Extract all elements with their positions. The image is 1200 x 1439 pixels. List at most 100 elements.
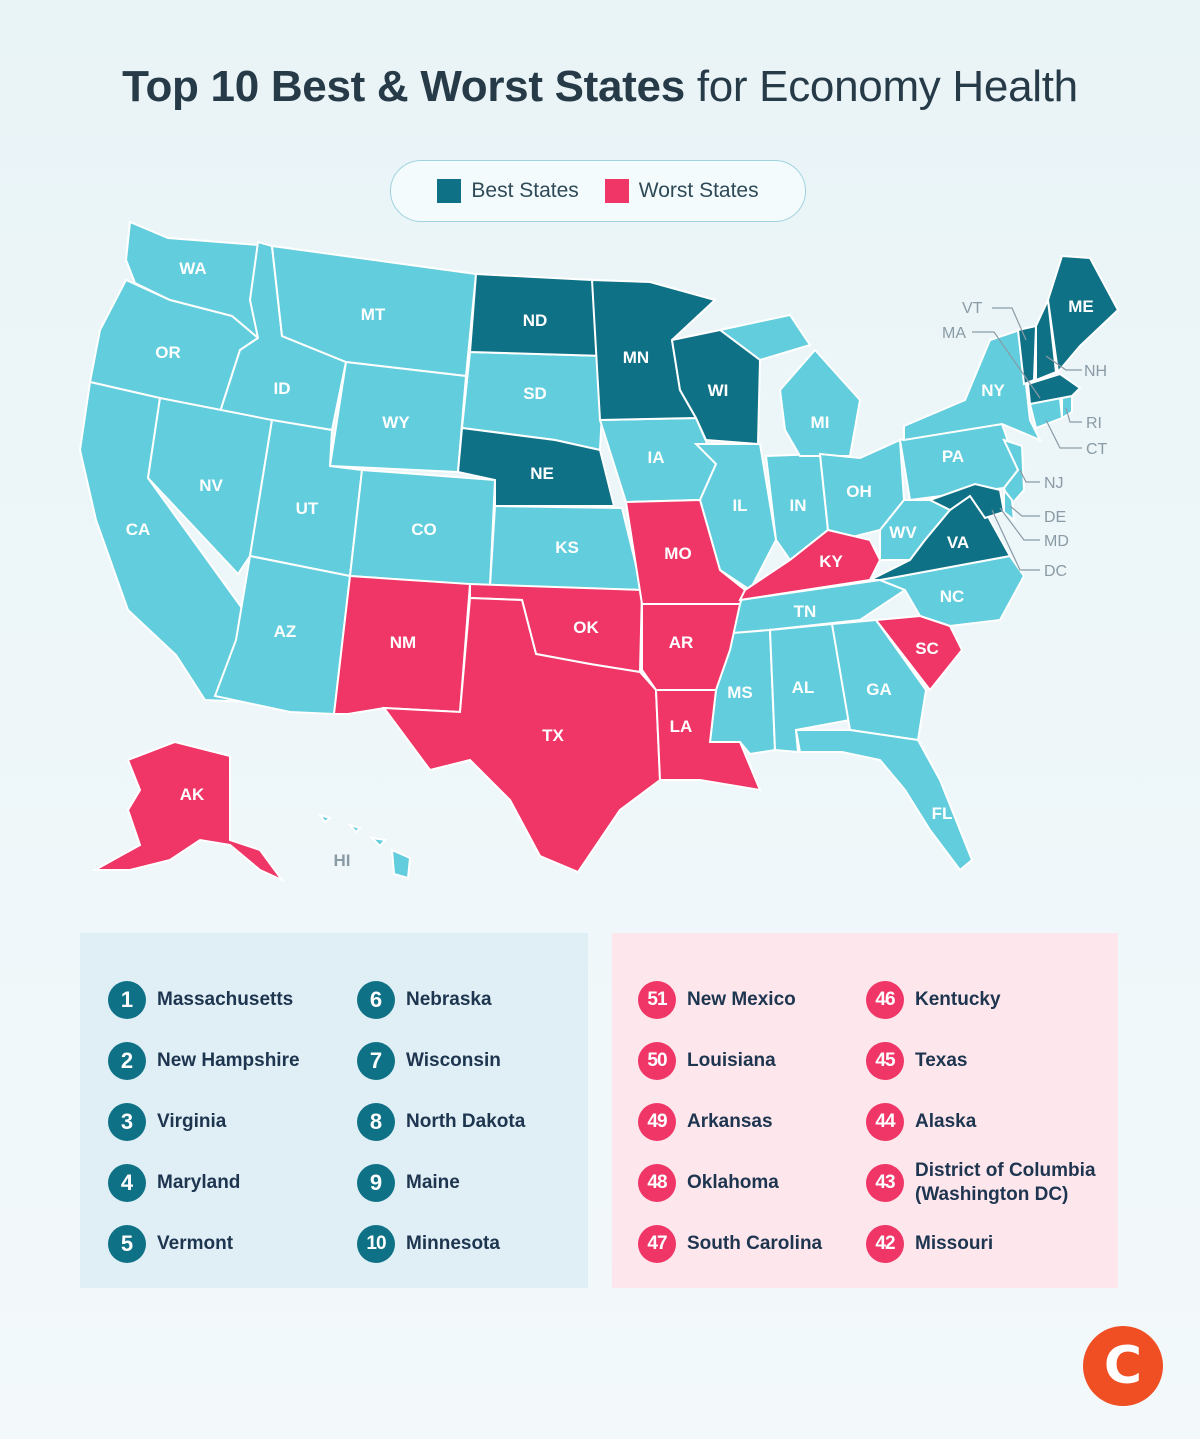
- rank-badge: 51: [638, 980, 676, 1019]
- worst-col-2: 46 Kentucky 45 Texas 44 Alaska 43 District o…: [866, 969, 1115, 1274]
- list-item: 10 Minnesota: [357, 1213, 525, 1274]
- state-sc[interactable]: [874, 614, 964, 692]
- rank-badge: 43: [866, 1163, 904, 1202]
- state-ma[interactable]: [1026, 372, 1082, 406]
- list-item: 7 Wisconsin: [357, 1030, 525, 1091]
- list-item: 5 Vermont: [108, 1213, 300, 1274]
- state-labels: WA OR CA ID NV MT WY UT AZ CO NM ND SD N…: [126, 259, 1094, 870]
- best-states-panel: 1 Massachusetts 2 New Hampshire 3 Virginia …: [80, 933, 588, 1288]
- callout-md: MD: [1044, 533, 1069, 550]
- label-wy: WY: [382, 413, 410, 432]
- label-or: OR: [155, 343, 181, 362]
- state-name: Vermont: [157, 1232, 234, 1254]
- list-item: 9 Maine: [357, 1152, 525, 1213]
- rank-badge: 6: [357, 980, 395, 1019]
- label-ia: IA: [648, 448, 665, 467]
- state-hi[interactable]: [317, 813, 412, 880]
- rank-badge: 5: [108, 1224, 146, 1263]
- label-ky: KY: [819, 552, 843, 571]
- callout-nh: NH: [1084, 363, 1107, 380]
- title-regular: for Economy Health: [696, 62, 1078, 111]
- state-name: Kentucky: [915, 988, 1001, 1010]
- label-al: AL: [792, 678, 815, 697]
- title-bold: Top 10 Best & Worst States: [122, 62, 685, 111]
- list-item: 45 Texas: [866, 1030, 1115, 1091]
- state-name: Louisiana: [687, 1049, 776, 1071]
- rank-badge: 7: [357, 1041, 395, 1080]
- label-oh: OH: [846, 482, 872, 501]
- rank-badge: 42: [866, 1224, 904, 1263]
- state-ri[interactable]: [1061, 394, 1073, 420]
- state-fl[interactable]: [794, 729, 974, 872]
- label-pa: PA: [942, 447, 964, 466]
- label-mi: MI: [811, 413, 830, 432]
- label-ak: AK: [180, 785, 205, 804]
- state-name: Oklahoma: [687, 1171, 779, 1193]
- state-name: Missouri: [915, 1232, 994, 1254]
- rank-badge: 44: [866, 1102, 904, 1141]
- state-ky[interactable]: [738, 528, 882, 602]
- callout-ri: RI: [1086, 415, 1102, 432]
- label-in: IN: [790, 496, 807, 515]
- state-tx[interactable]: [381, 596, 662, 874]
- list-item: 4 Maryland: [108, 1152, 300, 1213]
- legend-best-swatch: [437, 179, 462, 203]
- legend-worst-swatch: [604, 179, 629, 203]
- map-legend: Best States Worst States: [390, 160, 806, 222]
- label-mo: MO: [664, 544, 691, 563]
- rank-badge: 45: [866, 1041, 904, 1080]
- callout-ct: CT: [1086, 441, 1108, 458]
- state-ga[interactable]: [830, 618, 928, 742]
- state-wi[interactable]: [670, 328, 762, 446]
- state-ne[interactable]: [456, 426, 616, 507]
- rank-badge: 2: [108, 1041, 146, 1080]
- legend-best: Best States: [437, 179, 579, 203]
- list-item: 48 Oklahoma: [638, 1152, 822, 1213]
- callout-dc: DC: [1044, 563, 1067, 580]
- label-ut: UT: [296, 499, 319, 518]
- legend-worst-label: Worst States: [638, 179, 759, 202]
- state-name: New Hampshire: [157, 1049, 300, 1071]
- rank-badge: 10: [357, 1224, 395, 1263]
- label-sd: SD: [523, 384, 547, 403]
- label-wi: WI: [708, 381, 729, 400]
- list-item: 50 Louisiana: [638, 1030, 822, 1091]
- us-map: WA OR CA ID NV MT WY UT AZ CO NM ND SD N…: [78, 220, 1120, 883]
- state-name: Alaska: [915, 1110, 977, 1132]
- state-vt[interactable]: [1016, 324, 1038, 386]
- state-me[interactable]: [1046, 254, 1120, 375]
- state-nv[interactable]: [146, 396, 274, 576]
- state-name: Arkansas: [687, 1110, 773, 1132]
- list-item: 42 Missouri: [866, 1213, 1115, 1274]
- state-ny[interactable]: [903, 328, 1043, 442]
- label-va: VA: [947, 533, 969, 552]
- state-name: Maine: [406, 1171, 460, 1193]
- label-nm: NM: [390, 633, 416, 652]
- rank-badge: 4: [108, 1163, 146, 1202]
- list-item: 46 Kentucky: [866, 969, 1115, 1030]
- state-name: North Dakota: [406, 1110, 526, 1132]
- callout-lines: [972, 307, 1082, 571]
- list-item: 6 Nebraska: [357, 969, 525, 1030]
- label-wv: WV: [889, 523, 917, 542]
- list-item: 1 Massachusetts: [108, 969, 300, 1030]
- state-la[interactable]: [654, 689, 762, 792]
- label-il: IL: [732, 496, 747, 515]
- rank-badge: 46: [866, 980, 904, 1019]
- state-de[interactable]: [1003, 487, 1016, 523]
- state-name: Massachusetts: [157, 988, 294, 1010]
- rank-badge: 49: [638, 1102, 676, 1141]
- legend-best-label: Best States: [471, 179, 579, 202]
- rank-badge: 9: [357, 1163, 395, 1202]
- best-col-2: 6 Nebraska 7 Wisconsin 8 North Dakota 9 Main…: [357, 969, 525, 1274]
- rank-badge: 48: [638, 1163, 676, 1202]
- label-ca: CA: [126, 520, 151, 539]
- label-nd: ND: [523, 311, 548, 330]
- label-id: ID: [274, 379, 291, 398]
- state-ak[interactable]: [91, 740, 286, 883]
- label-ok: OK: [573, 618, 599, 637]
- best-col-1: 1 Massachusetts 2 New Hampshire 3 Virginia …: [108, 969, 300, 1274]
- state-name: Nebraska: [406, 988, 492, 1010]
- label-wa: WA: [179, 259, 206, 278]
- label-me: ME: [1068, 297, 1094, 316]
